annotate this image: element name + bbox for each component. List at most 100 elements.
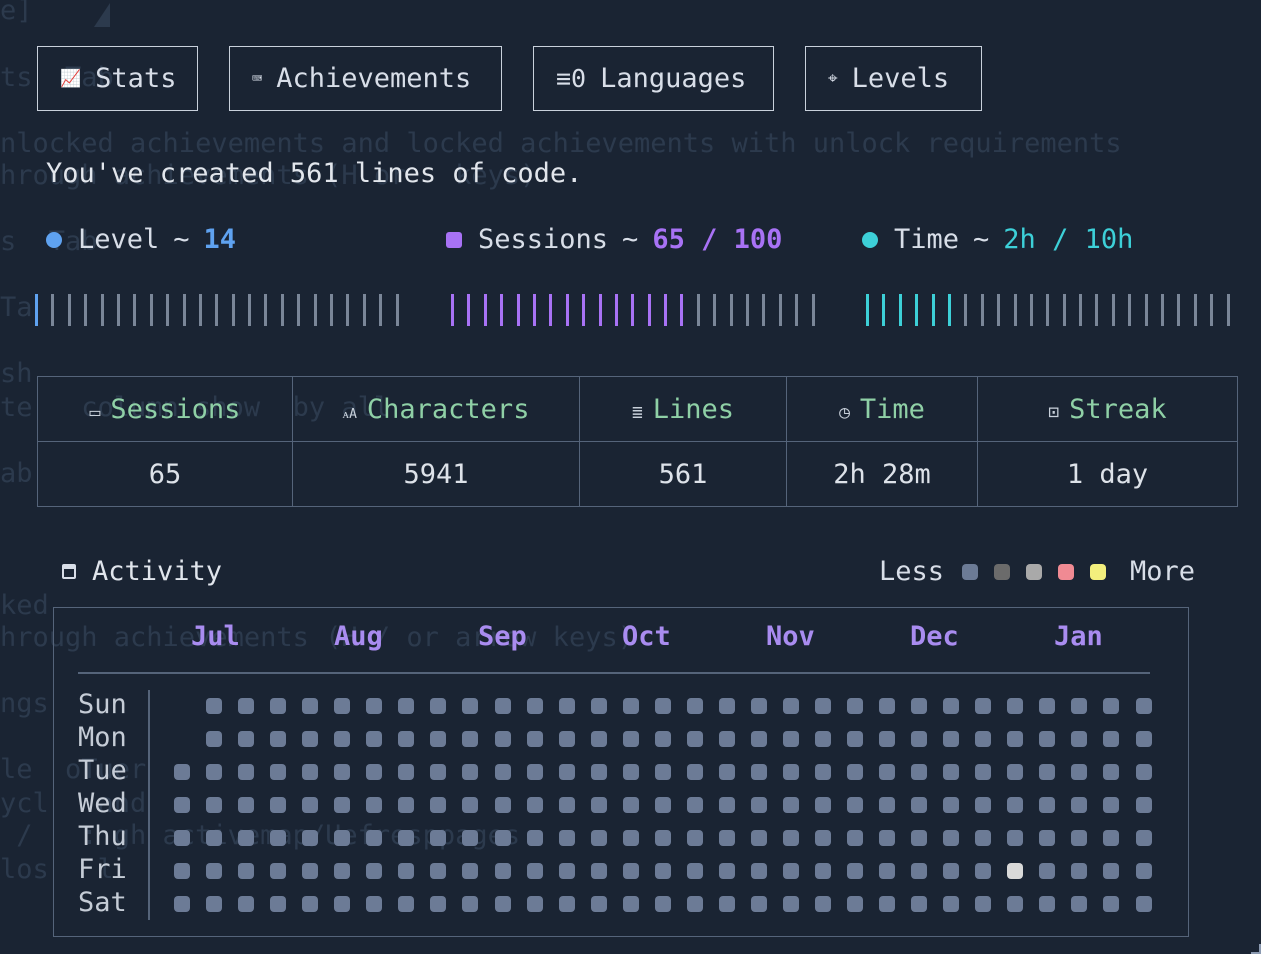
legend-swatch [994, 563, 1011, 580]
heatmap-cell [238, 830, 255, 846]
heatmap-cell [590, 797, 607, 813]
heatmap-cell [911, 731, 928, 747]
heatmap-cell [558, 830, 575, 846]
stat-sessions: Sessions ~ 65 / 100 [446, 224, 782, 255]
heatmap-cell [782, 797, 799, 813]
target-icon: ⌖ [828, 68, 838, 89]
progress-tick [549, 294, 553, 326]
heatmap-cell [462, 797, 479, 813]
progress-tick [467, 294, 471, 326]
heatmap-cell [334, 698, 351, 714]
heatmap-cell [782, 764, 799, 780]
heatmap-cell [815, 698, 831, 714]
heatmap-cell [782, 896, 799, 912]
header-sessions: ▭ Sessions [37, 376, 293, 442]
time-progress-bar [866, 294, 1243, 326]
progress-tick [1111, 294, 1115, 326]
heatmap-cell [879, 764, 896, 780]
legend-swatch [1090, 563, 1107, 580]
progress-tick [362, 294, 366, 326]
stat-label: Time [894, 224, 960, 255]
day-label: Fri [78, 854, 127, 885]
heatmap-cell [1039, 896, 1056, 912]
heatmap-cell [622, 896, 639, 912]
heatmap-cell [654, 896, 671, 912]
heatmap-cell [526, 797, 543, 813]
progress-tick [915, 294, 919, 326]
progress-tick [614, 294, 618, 326]
heatmap-cell [270, 863, 287, 879]
month-label: Dec [910, 621, 959, 652]
heatmap-cell [302, 830, 319, 846]
heatmap-cell [494, 830, 511, 846]
activity-header: Activity [62, 556, 222, 587]
stat-value: 2h / 10h [1003, 224, 1134, 255]
progress-tick [1128, 294, 1132, 326]
heatmap-cell [847, 731, 864, 747]
heatmap-cell [686, 830, 703, 846]
progress-tick [598, 294, 602, 326]
heatmap-cell [590, 698, 607, 714]
heatmap-cell [1007, 764, 1024, 780]
heatmap-cell [494, 797, 511, 813]
heatmap-cell [1071, 764, 1088, 780]
heatmap-cell [270, 896, 287, 912]
tab-label: Achievements [276, 63, 472, 94]
day-label: Sun [78, 689, 127, 720]
heatmap-cell [847, 764, 864, 780]
heatmap-cell [654, 731, 671, 747]
progress-tick [866, 294, 869, 326]
heatmap-cell [334, 797, 351, 813]
heatmap-cell [494, 698, 511, 714]
tab-achievements[interactable]: ⌨ Achievements [229, 46, 502, 111]
heatmap-cell [943, 698, 960, 714]
progress-tick [1079, 294, 1083, 326]
legend-swatch [1058, 563, 1075, 580]
heatmap-cell [686, 731, 703, 747]
progress-tick [1013, 294, 1017, 326]
heatmap-cell [815, 830, 831, 846]
heatmap-cell [943, 830, 960, 846]
progress-tick [631, 294, 635, 326]
heatmap-cell [1135, 863, 1152, 879]
heatmap-cell [462, 830, 479, 846]
heatmap-cell [975, 731, 992, 747]
heatmap-cell [302, 863, 319, 879]
heatmap-cell [558, 896, 575, 912]
heatmap-cell [654, 797, 671, 813]
progress-tick [133, 294, 137, 326]
heatmap-cell [847, 863, 864, 879]
month-label: Oct [622, 621, 671, 652]
heatmap-cell [718, 797, 735, 813]
heatmap-cell [1135, 731, 1152, 747]
heatmap-cell [558, 698, 575, 714]
metrics-table: ▭ Sessions ᴀA Characters ≣ Lines ◷ Time ⊡ Str… [37, 376, 1238, 507]
heatmap-cell [1135, 698, 1152, 714]
heatmap-cell [847, 797, 864, 813]
heatmap-cell [174, 863, 190, 879]
tab-label: Languages [600, 63, 747, 94]
heatmap-cell [398, 830, 415, 846]
resize-handle[interactable] [1251, 944, 1261, 954]
heatmap-cell [1103, 797, 1120, 813]
heatmap-cell [302, 797, 319, 813]
tab-languages[interactable]: ≡0 Languages [533, 46, 774, 111]
progress-tick [1029, 294, 1033, 326]
heatmap-cell [1071, 731, 1088, 747]
heatmap-cell [430, 797, 447, 813]
heatmap-cell [1135, 830, 1152, 846]
tab-levels[interactable]: ⌖ Levels [805, 46, 982, 111]
heatmap-cell [815, 896, 831, 912]
stat-label: Level [78, 224, 160, 255]
heatmap-cell [1071, 698, 1088, 714]
progress-tick [997, 294, 1001, 326]
heatmap-cell [430, 863, 447, 879]
heatmap-cell [622, 830, 639, 846]
star-icon [46, 231, 62, 248]
tab-stats[interactable]: 📈 Stats [37, 46, 198, 111]
heatmap-cell [782, 830, 799, 846]
heatmap-cell [1039, 863, 1056, 879]
heatmap-cell [590, 863, 607, 879]
progress-tick [1226, 294, 1230, 326]
progress-tick [451, 294, 454, 326]
